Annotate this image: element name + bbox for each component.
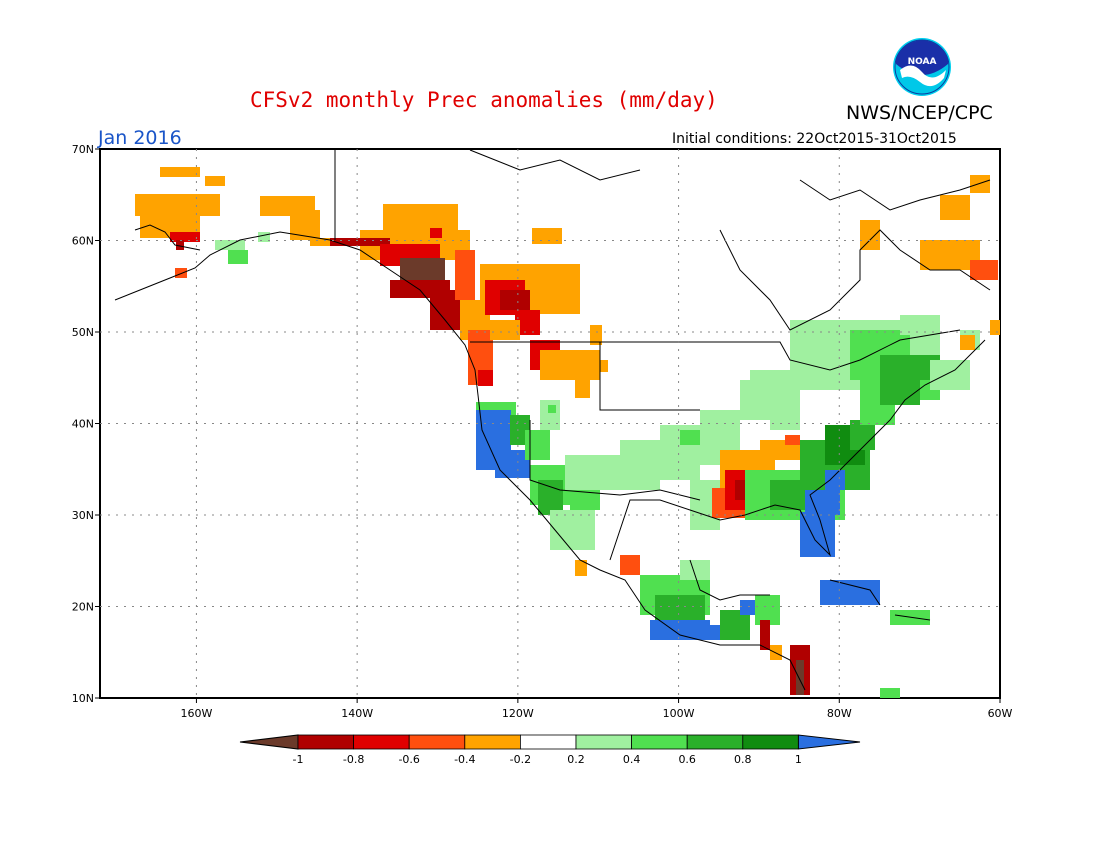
lat-label: 30N (72, 509, 94, 522)
lat-label: 40N (72, 418, 94, 431)
colorbar-box (353, 734, 410, 750)
colorbar-tick-label: 0.8 (734, 753, 752, 766)
colorbar-tick-label: -0.6 (398, 753, 419, 766)
noaa-logo-icon: NOAA (893, 38, 951, 96)
coastlines (114, 149, 991, 691)
lon-label: 100W (663, 707, 695, 720)
colorbar-box (297, 734, 354, 750)
colorbar-tick-label: -0.2 (510, 753, 531, 766)
labrador-dry-patch (860, 175, 1000, 350)
colorbar-tick-label: 0.2 (567, 753, 585, 766)
lon-label: 80W (827, 707, 852, 720)
alaska-dry-patch (135, 167, 330, 278)
colorbar-box (464, 734, 521, 750)
colorbar-tick-label: 0.4 (623, 753, 641, 766)
colorbar-box (742, 734, 799, 750)
lat-label: 10N (72, 692, 94, 705)
lon-label: 60W (988, 707, 1013, 720)
colorbar-high-arrow (797, 734, 861, 750)
valid-month-label: Jan 2016 (98, 127, 182, 149)
logo-text: NOAA (908, 57, 937, 67)
colorbar-tick-label: 0.6 (678, 753, 696, 766)
lat-label: 20N (72, 601, 94, 614)
colorbar-box (408, 734, 466, 750)
lat-label: 50N (72, 326, 94, 339)
colorbar-box (520, 734, 577, 750)
colorbar: -1 -0.8 -0.6 -0.4 -0.2 0.2 0.4 0.6 0.8 1 (239, 734, 861, 766)
graticule (95, 148, 1001, 703)
map-title: CFSv2 monthly Prec anomalies (mm/day) (250, 88, 718, 112)
colorbar-box (686, 734, 744, 750)
colorbar-box (575, 734, 632, 750)
lon-label: 160W (180, 707, 212, 720)
lon-label: 120W (502, 707, 534, 720)
lon-label: 140W (341, 707, 373, 720)
southeast-wet-patch (745, 400, 895, 557)
lat-label: 70N (72, 143, 94, 156)
colorbar-tick-label: 1 (795, 753, 802, 766)
colorbar-low-arrow (239, 734, 299, 750)
colorbar-tick-label: -0.4 (454, 753, 475, 766)
organization-label: NWS/NCEP/CPC (846, 102, 993, 124)
bc-dry-patch (330, 204, 608, 398)
colorbar-box (631, 734, 688, 750)
northeast-wet-patch (750, 315, 980, 405)
axis-labels: 70N 60N 50N 40N 30N 20N 10N 160W 140W 120W 100W 80W… (72, 143, 1013, 720)
colorbar-tick-label: -1 (293, 753, 304, 766)
anomaly-patches (135, 167, 1000, 698)
mexico-wet-patch (640, 560, 930, 698)
lat-label: 60N (72, 235, 94, 248)
initial-conditions-label: Initial conditions: 22Oct2015-31Oct2015 (672, 131, 957, 147)
colorbar-tick-label: -0.8 (343, 753, 364, 766)
